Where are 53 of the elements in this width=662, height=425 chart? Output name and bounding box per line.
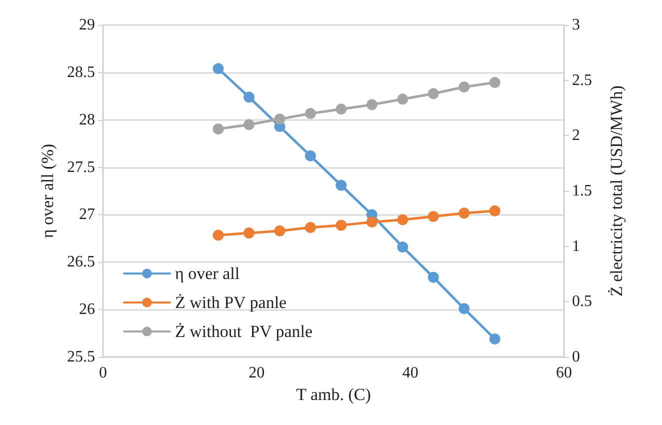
y-tick-label: 27.5 [67, 158, 95, 176]
y-tick-label: 27 [79, 206, 95, 224]
point [336, 180, 347, 191]
x-tick-label: 0 [99, 364, 107, 382]
legend-label: Ż with PV panle [175, 293, 287, 312]
x-axis-title: T amb. (C) [296, 384, 371, 404]
point [212, 124, 224, 135]
x-tick-label: 60 [556, 364, 572, 382]
x-tick-label: 40 [402, 364, 418, 382]
legend-label: Ż without PV panle [175, 322, 313, 341]
point [212, 63, 224, 74]
point [336, 104, 347, 115]
point [243, 228, 254, 239]
y2-axis-title: Ż electricity total (USD/MWh) [607, 85, 626, 297]
point [458, 303, 470, 314]
x-tick-label: 20 [248, 364, 265, 382]
point [458, 81, 470, 92]
point [274, 225, 286, 236]
point [397, 94, 408, 105]
y2-tick-label: 1.5 [572, 182, 592, 200]
point [489, 333, 500, 344]
legend-label: η over all [175, 264, 240, 283]
point [489, 77, 500, 88]
y-tick-label: 28 [79, 111, 95, 128]
y2-tick-label: 0.5 [572, 293, 592, 310]
point [366, 99, 378, 110]
point [397, 214, 408, 226]
point [243, 92, 254, 103]
point [428, 272, 439, 283]
point [366, 216, 378, 228]
y-tick-label: 25.5 [67, 348, 95, 366]
point [274, 114, 286, 125]
point [428, 210, 439, 222]
y2-tick-label: 2 [572, 127, 580, 144]
point [304, 222, 316, 234]
y2-tick-label: 3 [572, 16, 580, 34]
y-tick-label: 26.5 [67, 254, 95, 271]
y-axis-title: η over all (%) [38, 144, 58, 238]
y-tick-label: 26 [79, 301, 95, 318]
point [212, 230, 224, 241]
point [304, 108, 316, 120]
y2-tick-label: 0 [572, 348, 580, 366]
y-tick-label: 29 [79, 16, 95, 34]
y-tick-label: 28.5 [67, 64, 95, 81]
y2-tick-label: 1 [572, 238, 580, 255]
point [304, 150, 316, 162]
point [397, 241, 408, 252]
point [428, 88, 439, 100]
y2-tick-label: 2.5 [572, 72, 592, 89]
point [489, 205, 500, 216]
point [458, 208, 470, 219]
point [336, 220, 347, 231]
point [243, 119, 254, 130]
